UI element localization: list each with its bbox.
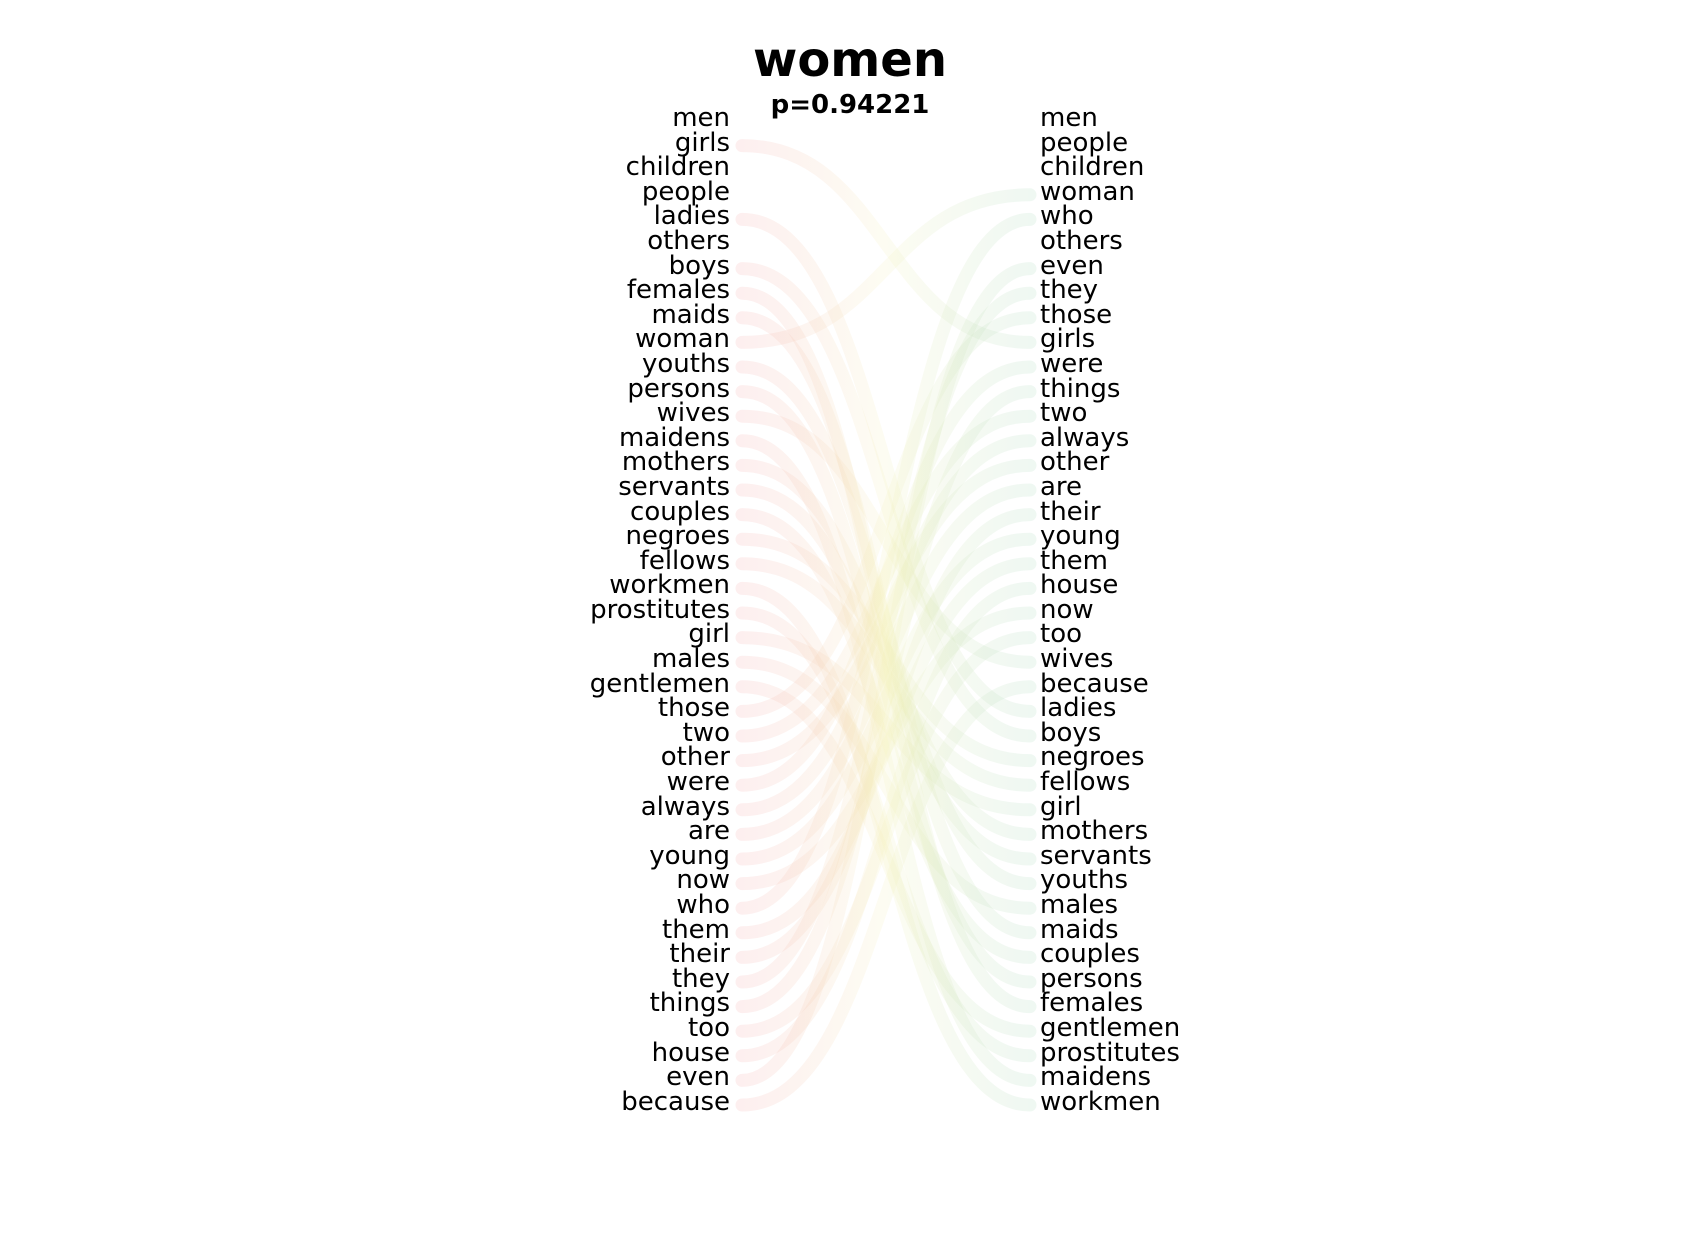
left-rank-word: couples — [630, 496, 730, 527]
rank-link — [735, 680, 1037, 1038]
chart-title: women — [752, 32, 948, 88]
right-rank-word: men — [1040, 103, 1098, 133]
left-rank-word: things — [649, 988, 730, 1019]
right-rank-word: servants — [1040, 840, 1152, 871]
right-rank-word: house — [1040, 570, 1119, 601]
right-rank-word: workmen — [1040, 1086, 1161, 1117]
chart-subtitle: p=0.94221 — [770, 90, 930, 120]
right-rank-word: couples — [1040, 939, 1140, 970]
left-rank-word: because — [621, 1086, 730, 1117]
left-rank-word: other — [660, 742, 730, 773]
right-rank-word: too — [1040, 619, 1083, 650]
left-rank-word: two — [682, 717, 730, 748]
left-rank-word: fellows — [639, 545, 730, 576]
left-rank-word: their — [669, 939, 730, 970]
left-rank-word: youths — [642, 348, 730, 379]
right-rank-word: children — [1040, 152, 1145, 183]
right-rank-word: people — [1040, 127, 1129, 158]
right-rank-word: girl — [1040, 791, 1082, 822]
right-rank-word: two — [1040, 398, 1088, 429]
right-rank-word: girls — [1040, 324, 1096, 355]
right-rank-word: woman — [1040, 176, 1135, 207]
right-rank-word: even — [1040, 250, 1104, 281]
right-rank-word: mothers — [1040, 816, 1149, 847]
left-rank-word: those — [657, 693, 730, 724]
right-rank-word: males — [1040, 890, 1119, 920]
right-rank-word: other — [1040, 447, 1110, 478]
left-rank-word: always — [640, 791, 730, 822]
rank-link — [735, 655, 1037, 915]
right-rank-word: they — [1040, 275, 1099, 306]
left-rank-word: who — [676, 890, 730, 920]
right-rank-word: fellows — [1040, 767, 1131, 798]
right-rank-word: prostitutes — [1040, 1037, 1180, 1068]
left-rank-word: children — [625, 152, 730, 183]
right-rank-word: gentlemen — [1040, 1012, 1181, 1043]
right-rank-word: those — [1040, 299, 1113, 330]
left-rank-word: persons — [627, 373, 730, 404]
right-rank-word: are — [1040, 471, 1083, 502]
left-rank-word: they — [671, 963, 730, 994]
right-rank-word: now — [1040, 594, 1094, 625]
right-rank-word: youths — [1040, 865, 1128, 896]
left-rank-word: males — [651, 644, 730, 675]
right-rank-word: maidens — [1040, 1062, 1152, 1093]
left-rank-word: people — [641, 176, 730, 207]
right-rank-word: because — [1040, 668, 1149, 699]
right-rank-word: boys — [1040, 717, 1102, 748]
right-rank-word: wives — [1040, 644, 1114, 675]
right-rank-word: were — [1040, 348, 1104, 379]
left-rank-word: servants — [618, 471, 730, 502]
left-rank-word: mothers — [621, 447, 730, 478]
left-rank-word: boys — [668, 250, 730, 281]
left-rank-word: girls — [674, 127, 730, 158]
left-rank-word: workmen — [609, 570, 730, 601]
left-rank-word: are — [687, 816, 730, 847]
left-rank-list: men girls children people ladies others boys fe… — [430, 103, 730, 1117]
left-rank-word: them — [662, 914, 730, 945]
rank-link — [735, 262, 1037, 1087]
right-rank-list: men people children woman who others even they t… — [1040, 103, 1340, 1117]
left-rank-word: maids — [651, 299, 730, 330]
right-rank-word: their — [1040, 496, 1101, 527]
right-rank-word: ladies — [1040, 693, 1117, 724]
right-rank-word: negroes — [1040, 742, 1145, 773]
left-rank-word: females — [626, 275, 730, 306]
right-rank-word: who — [1040, 201, 1094, 232]
left-rank-word: ladies — [653, 201, 730, 232]
left-rank-word: others — [647, 225, 730, 256]
left-rank-word: maidens — [618, 422, 730, 453]
rank-link — [735, 188, 1037, 349]
left-rank-word: now — [676, 865, 730, 896]
left-rank-word: even — [666, 1062, 730, 1093]
left-rank-word: wives — [656, 398, 730, 429]
left-rank-word: prostitutes — [590, 594, 730, 625]
right-rank-word: young — [1040, 521, 1121, 552]
left-rank-word: house — [651, 1037, 730, 1068]
right-rank-word: things — [1040, 373, 1121, 404]
rank-link — [735, 680, 1037, 1112]
left-rank-word: were — [666, 767, 730, 798]
left-rank-word: woman — [635, 324, 730, 355]
right-rank-word: persons — [1040, 963, 1143, 994]
left-rank-word: negroes — [625, 521, 730, 552]
right-rank-word: females — [1040, 988, 1144, 1019]
right-rank-word: always — [1040, 422, 1130, 453]
left-rank-word: men — [672, 103, 730, 133]
left-rank-word: too — [687, 1012, 730, 1043]
right-rank-word: others — [1040, 225, 1123, 256]
left-rank-word: girl — [688, 619, 730, 650]
right-rank-word: them — [1040, 545, 1108, 576]
rank-link — [735, 212, 1037, 718]
left-rank-word: gentlemen — [589, 668, 730, 699]
right-rank-word: maids — [1040, 914, 1119, 945]
rank-link — [735, 212, 1037, 915]
left-rank-word: young — [649, 840, 730, 871]
